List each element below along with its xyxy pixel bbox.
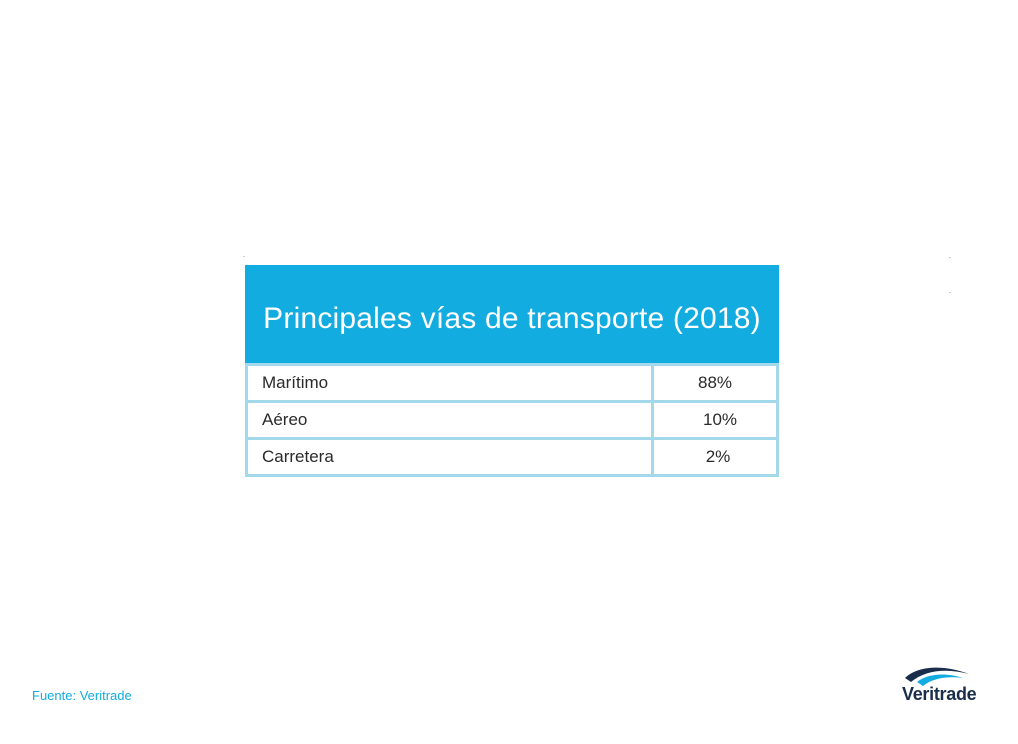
- row-label: Carretera: [245, 437, 654, 477]
- transport-table-body: Marítimo 88% Aéreo 10% Carretera 2%: [245, 363, 779, 477]
- row-label: Marítimo: [245, 363, 654, 403]
- transport-table: Principales vías de transporte (2018) Ma…: [245, 265, 779, 477]
- row-value: 10%: [651, 400, 779, 440]
- corner-mark: [243, 256, 245, 257]
- corner-mark: [949, 257, 951, 258]
- table-row: Aéreo 10%: [245, 400, 779, 440]
- table-row: Marítimo 88%: [245, 363, 779, 403]
- logo-wordmark: Veritrade: [902, 684, 977, 704]
- corner-mark: [949, 292, 951, 293]
- table-row: Carretera 2%: [245, 437, 779, 477]
- table-title: Principales vías de transporte (2018): [245, 265, 779, 363]
- veritrade-swoosh-icon: [905, 667, 969, 686]
- row-label: Aéreo: [245, 400, 654, 440]
- veritrade-logo: Veritrade: [895, 664, 995, 714]
- row-value: 2%: [651, 437, 779, 477]
- source-note: Fuente: Veritrade: [32, 688, 132, 703]
- row-value: 88%: [651, 363, 779, 403]
